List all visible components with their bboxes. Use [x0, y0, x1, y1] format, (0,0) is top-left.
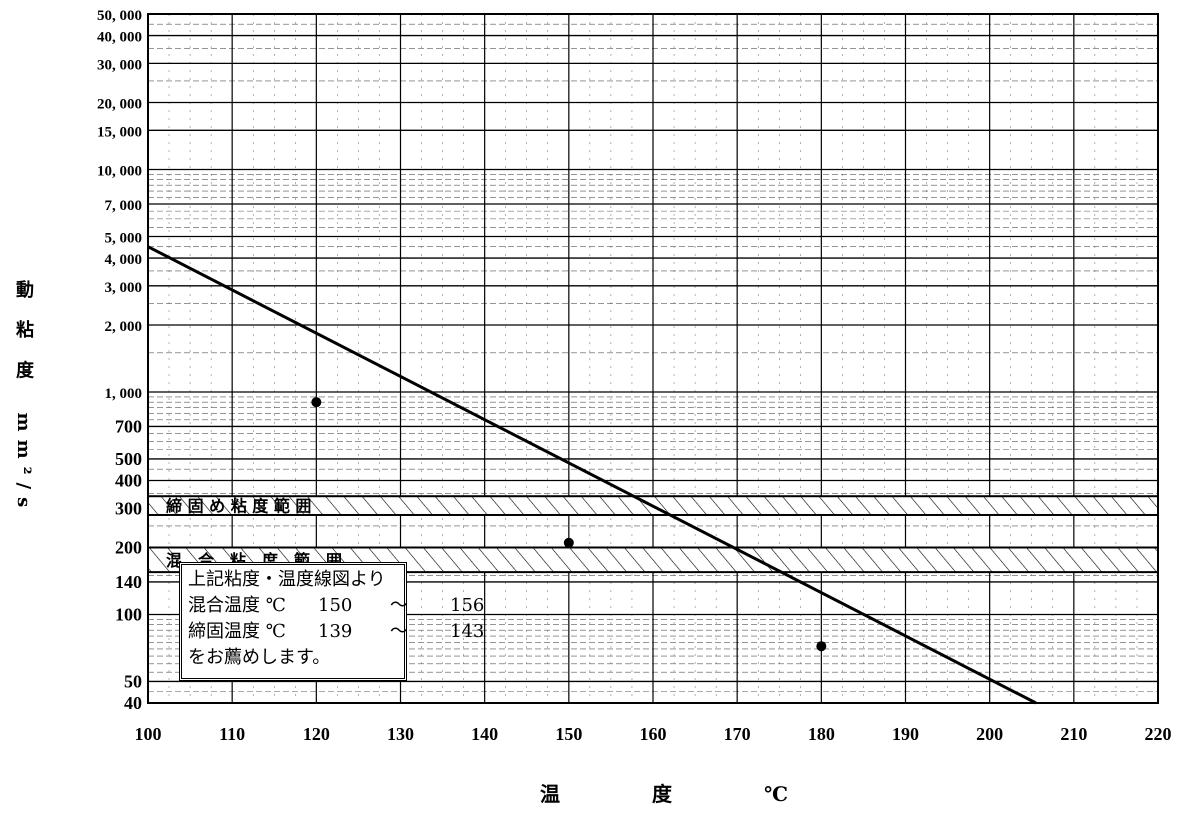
x-tick-label: 150	[555, 724, 582, 744]
y-tick-label: 500	[115, 449, 142, 469]
y-tick-label: 50, 000	[97, 8, 142, 24]
series-layer	[147, 245, 1037, 705]
y-tick-label: 300	[115, 498, 142, 518]
x-tick-label: 110	[219, 724, 245, 744]
mixing-temp-from: 150	[318, 595, 353, 616]
note-closing: をお薦めします。	[188, 647, 331, 668]
compaction-temp-sep: 〜	[390, 621, 408, 642]
mixing-temp-to: 156	[450, 595, 485, 616]
compaction-temp-to: 143	[450, 621, 485, 642]
note-line-4: をお薦めします。	[188, 645, 404, 671]
tick-labels: 50, 000 40, 000 30, 000 20, 000 15, 000 10, 0…	[97, 8, 1172, 744]
x-tick-label: 160	[640, 724, 667, 744]
y-tick-label: 30, 000	[97, 57, 142, 73]
x-tick-label: 120	[303, 724, 330, 744]
data-point	[311, 397, 322, 408]
x-axis-title: 温 度 ℃	[540, 782, 824, 806]
x-tick-label: 180	[808, 724, 835, 744]
band-hatch	[147, 546, 1159, 574]
viscosity-line	[147, 245, 1037, 705]
note-line-1: 上記粘度・温度線図より	[188, 567, 404, 593]
band-label: 締 固 め 粘 度 範 囲	[166, 497, 311, 516]
y-tick-label: 4, 000	[105, 252, 143, 268]
mixing-temp-sep: 〜	[390, 595, 408, 616]
y-axis-title: 動 粘 度 mm²/s	[13, 280, 34, 516]
plot-frame	[147, 13, 1159, 704]
x-tick-label: 170	[724, 724, 751, 744]
x-tick-label: 200	[976, 724, 1003, 744]
x-tick-label: 140	[471, 724, 498, 744]
x-tick-label: 220	[1145, 724, 1172, 744]
note-line-2: 混合温度 ℃ 150 〜 156	[188, 593, 484, 619]
y-tick-label: 40	[124, 693, 142, 713]
y-tick-label: 2, 000	[105, 319, 143, 335]
y-tick-label: 20, 000	[97, 97, 142, 113]
y-tick-label: 700	[115, 416, 142, 436]
y-tick-label: 50	[124, 671, 142, 691]
x-tick-label: 100	[135, 724, 162, 744]
y-tick-label: 7, 000	[105, 198, 143, 214]
y-tick-label: 140	[115, 572, 142, 592]
data-point	[563, 537, 574, 548]
x-tick-label: 130	[387, 724, 414, 744]
y-tick-label: 100	[115, 604, 142, 624]
recommendation-note: 上記粘度・温度線図より 混合温度 ℃ 150 〜 156 締固温度 ℃ 139 …	[179, 562, 484, 681]
y-tick-label: 200	[115, 537, 142, 557]
note-heading: 上記粘度・温度線図より	[188, 569, 386, 590]
y-tick-label: 40, 000	[97, 30, 142, 46]
compaction-temp-from: 139	[318, 621, 353, 642]
y-tick-label: 400	[115, 471, 142, 491]
note-line-3: 締固温度 ℃ 139 〜 143	[188, 619, 484, 645]
y-tick-label: 5, 000	[105, 230, 143, 246]
data-point	[816, 641, 827, 652]
y-tick-label: 1, 000	[105, 386, 143, 402]
y-tick-label: 3, 000	[105, 280, 143, 296]
x-tick-label: 190	[892, 724, 919, 744]
compaction-temp-label: 締固温度 ℃	[188, 621, 286, 642]
x-tick-label: 210	[1060, 724, 1087, 744]
y-tick-label: 10, 000	[97, 164, 142, 180]
y-tick-label: 15, 000	[97, 124, 142, 140]
mixing-temp-label: 混合温度 ℃	[188, 595, 286, 616]
